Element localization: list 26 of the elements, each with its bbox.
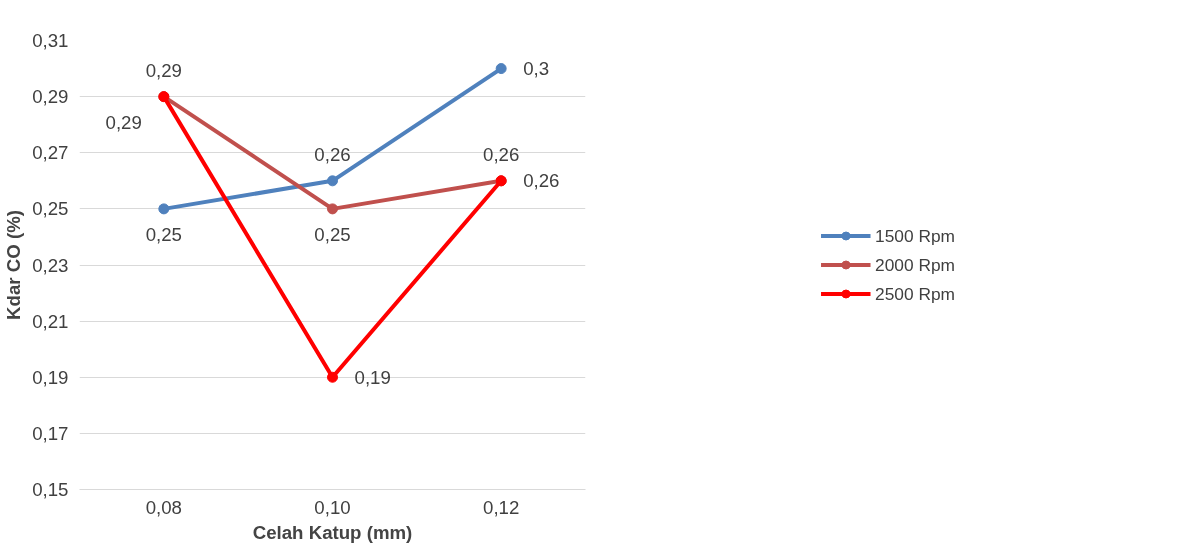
x-tick-label: 0,10 [314, 496, 351, 518]
y-tick-label: 0,19 [32, 366, 69, 388]
legend-label: 2000 Rpm [875, 254, 955, 275]
y-tick-label: 0,23 [32, 254, 69, 276]
y-tick-label: 0,31 [32, 30, 69, 51]
data-label: 0,25 [314, 224, 351, 246]
data-label: 0,25 [145, 224, 182, 246]
y-tick-label: 0,29 [32, 86, 69, 108]
y-tick-label: 0,17 [32, 422, 69, 444]
data-label: 0,29 [145, 60, 182, 82]
legend-label: 1500 Rpm [875, 225, 955, 246]
legend-label: 2500 Rpm [875, 283, 955, 304]
x-tick-label: 0,08 [145, 496, 182, 518]
y-tick-label: 0,21 [32, 310, 69, 332]
x-tick-label: 0,12 [483, 496, 520, 518]
y-axis-title: Kdar CO (%) [3, 210, 25, 320]
data-label: 0,26 [483, 144, 520, 166]
data-label: 0,19 [354, 366, 391, 388]
data-label: 0,26 [523, 170, 560, 192]
x-axis-title: Celah Katup (mm) [252, 521, 413, 543]
data-label: 0,26 [314, 144, 351, 166]
y-tick-label: 0,27 [32, 142, 69, 164]
data-label: 0,29 [105, 112, 142, 134]
y-tick-label: 0,15 [32, 479, 69, 500]
y-tick-label: 0,25 [32, 198, 69, 220]
data-label: 0,3 [523, 58, 550, 80]
